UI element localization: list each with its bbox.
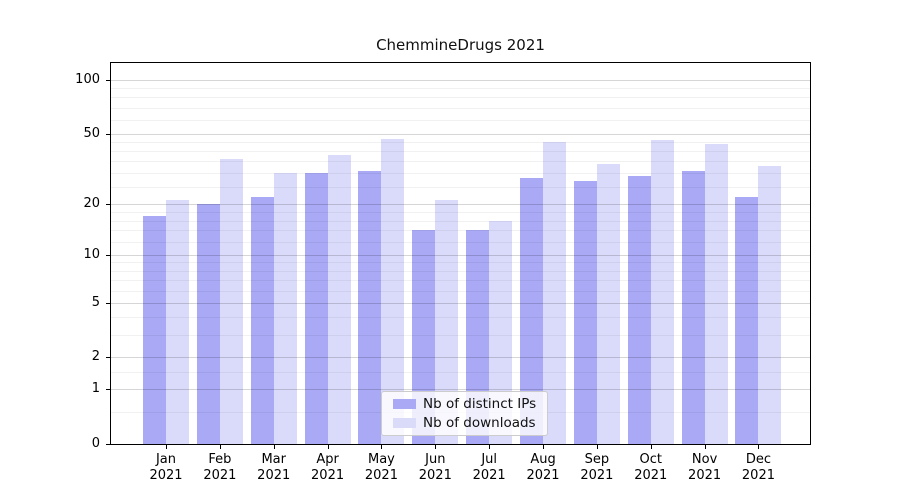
legend-item-downloads: Nb of downloads [393,415,537,431]
bar-distinct-ips-oct [627,175,651,444]
bar-downloads-oct [650,140,674,444]
y-tick-label: 10 [83,246,100,262]
x-tick [543,444,545,449]
y-tick [106,133,111,135]
bar-downloads-feb [219,159,243,444]
x-tick [650,444,652,449]
year-label: 2021 [472,468,506,483]
year-label: 2021 [149,468,183,483]
plot-area: Nb of distinct IPs Nb of downloads [110,62,811,445]
month-label: Jan [155,452,177,467]
month-label: Mar [261,452,286,467]
month-label: Feb [208,452,232,467]
month-label: Dec [745,452,772,467]
bar-distinct-ips-aug [520,178,544,444]
month-label: Apr [316,452,339,467]
y-tick [106,389,111,391]
legend-item-distinct-ips: Nb of distinct IPs [393,396,537,412]
year-label: 2021 [257,468,291,483]
year-label: 2021 [526,468,560,483]
month-label: May [367,452,395,467]
month-label: Aug [530,452,556,467]
x-tick-label: Dec 2021 [730,452,786,484]
y-tick [106,203,111,205]
x-tick [596,444,598,449]
year-label: 2021 [580,468,614,483]
x-tick [489,444,491,449]
year-label: 2021 [203,468,237,483]
x-tick [758,444,760,449]
y-tick-label: 100 [75,72,100,87]
legend: Nb of distinct IPs Nb of downloads [381,391,548,436]
x-tick-label: Jan 2021 [138,452,194,484]
x-tick-label: Nov 2021 [677,452,733,484]
chart-title: ChemmineDrugs 2021 [376,36,545,54]
y-tick-label: 2 [91,349,100,365]
x-tick [219,444,221,449]
x-tick [381,444,383,449]
bar-distinct-ips-jun [412,230,436,444]
year-label: 2021 [311,468,345,483]
month-label: Jun [425,452,446,467]
y-tick [106,254,111,256]
bar-distinct-ips-mar [250,196,274,444]
x-tick-label: Oct 2021 [623,452,679,484]
bar-distinct-ips-nov [681,170,705,444]
y-tick-label: 20 [83,195,100,211]
year-label: 2021 [364,468,398,483]
bar-downloads-may [381,138,405,444]
bar-distinct-ips-dec [735,196,759,444]
bar-downloads-jun [435,200,459,444]
x-tick-label: Mar 2021 [246,452,302,484]
bar-downloads-jul [489,220,513,444]
bar-distinct-ips-sep [573,181,597,444]
month-label: Nov [691,452,718,467]
x-tick-label: Jun 2021 [407,452,463,484]
x-tick-label: Jul 2021 [461,452,517,484]
month-label: Jul [481,452,497,467]
month-label: Sep [584,452,610,467]
bar-downloads-jan [166,200,189,444]
x-tick [704,444,706,449]
legend-swatch-distinct-ips [393,399,416,410]
y-tick-label: 5 [91,294,100,310]
y-tick-label: 50 [83,125,100,141]
x-tick-label: Feb 2021 [192,452,248,484]
y-tick [106,444,111,445]
x-tick [327,444,329,449]
y-tick [106,80,111,81]
x-tick-label: Aug 2021 [515,452,571,484]
bar-downloads-mar [273,173,297,444]
x-tick-label: Sep 2021 [569,452,625,484]
legend-label-distinct-ips: Nb of distinct IPs [423,396,537,413]
bar-distinct-ips-jul [466,230,490,444]
bar-downloads-dec [758,165,782,444]
x-tick [273,444,275,449]
x-tick [166,444,167,449]
bar-downloads-aug [543,142,567,444]
bars-layer [111,63,810,444]
year-label: 2021 [418,468,452,483]
y-tick [106,357,111,359]
year-label: 2021 [634,468,668,483]
bar-downloads-sep [596,163,620,444]
legend-label-downloads: Nb of downloads [423,414,536,431]
y-tick [106,302,111,304]
x-tick [435,444,437,449]
bar-distinct-ips-may [358,170,382,444]
x-tick-label: Apr 2021 [300,452,356,484]
y-tick-label: 1 [91,381,100,397]
x-tick-label: May 2021 [353,452,409,484]
bar-distinct-ips-feb [196,203,220,444]
legend-swatch-downloads [393,417,416,428]
month-label: Oct [639,452,662,467]
year-label: 2021 [741,468,775,483]
bar-distinct-ips-apr [304,173,328,444]
year-label: 2021 [688,468,722,483]
bar-downloads-nov [704,143,728,444]
bar-downloads-apr [327,155,351,444]
bar-distinct-ips-jan [143,216,166,444]
y-tick-label: 0 [91,436,100,451]
